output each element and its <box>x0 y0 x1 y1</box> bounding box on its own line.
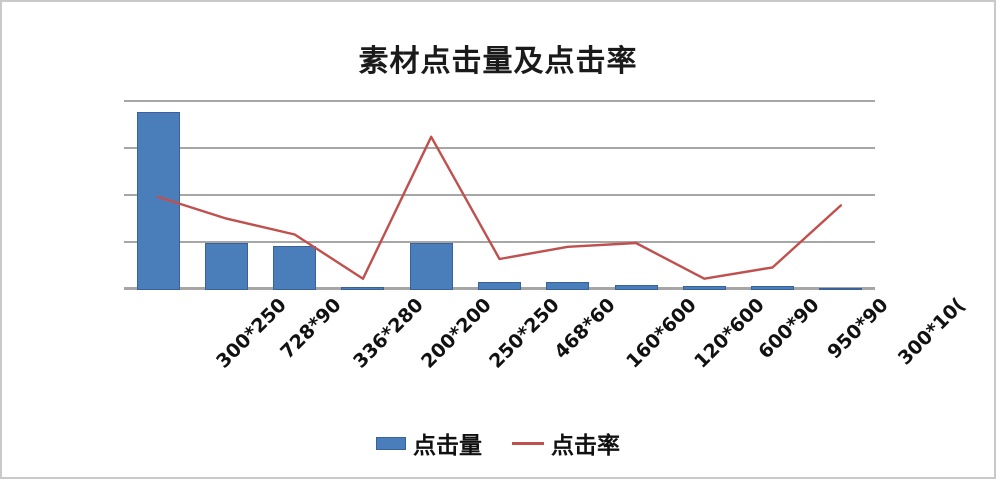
bar-swatch-icon <box>376 436 406 450</box>
gridline <box>124 194 875 196</box>
bar[interactable] <box>751 286 795 290</box>
line-series-点击率 <box>156 135 843 280</box>
bar[interactable] <box>204 243 248 290</box>
legend-item-点击量[interactable]: 点击量 <box>376 426 482 460</box>
x-axis-tick-label: 250*250 <box>485 294 565 373</box>
legend-label-ctr: 点击率 <box>551 433 620 459</box>
plot-area <box>124 100 875 290</box>
bar[interactable] <box>273 245 317 290</box>
bar[interactable] <box>819 288 863 290</box>
x-axis-labels: 300*250 728*90 336*280 200*200 250*250 468*60… <box>2 294 994 394</box>
x-axis-tick-label: 120*600 <box>690 294 769 373</box>
x-axis-tick-label: 300*10( <box>893 294 970 370</box>
gridline <box>124 100 875 102</box>
x-axis-tick-label: 300*250 <box>212 294 291 373</box>
x-axis-tick-label: 336*280 <box>348 294 428 373</box>
bar[interactable] <box>478 281 521 290</box>
x-axis-tick-label: 468*60 <box>549 294 620 364</box>
chart-legend: 点击量 点击率 <box>2 426 994 460</box>
bar-series-点击量 <box>124 102 875 290</box>
bar[interactable] <box>409 243 453 290</box>
x-axis-tick-label: 600*90 <box>754 294 824 364</box>
bar[interactable] <box>614 285 658 290</box>
bar[interactable] <box>546 281 590 290</box>
legend-label-clicks: 点击量 <box>413 433 482 459</box>
bar[interactable] <box>341 287 385 290</box>
x-axis-tick-label: 160*600 <box>621 294 701 373</box>
line-swatch-icon <box>512 441 544 445</box>
x-axis-tick-label: 950*90 <box>822 294 893 364</box>
x-axis-tick-label: 200*200 <box>417 294 496 373</box>
legend-item-点击率[interactable]: 点击率 <box>512 426 620 460</box>
bar[interactable] <box>682 286 726 290</box>
x-axis-tick-label: 728*90 <box>276 294 347 364</box>
chart-title: 素材点击量及点击率 <box>358 44 638 79</box>
gridline <box>124 241 875 243</box>
gridline <box>124 147 875 149</box>
line-path <box>156 135 843 280</box>
